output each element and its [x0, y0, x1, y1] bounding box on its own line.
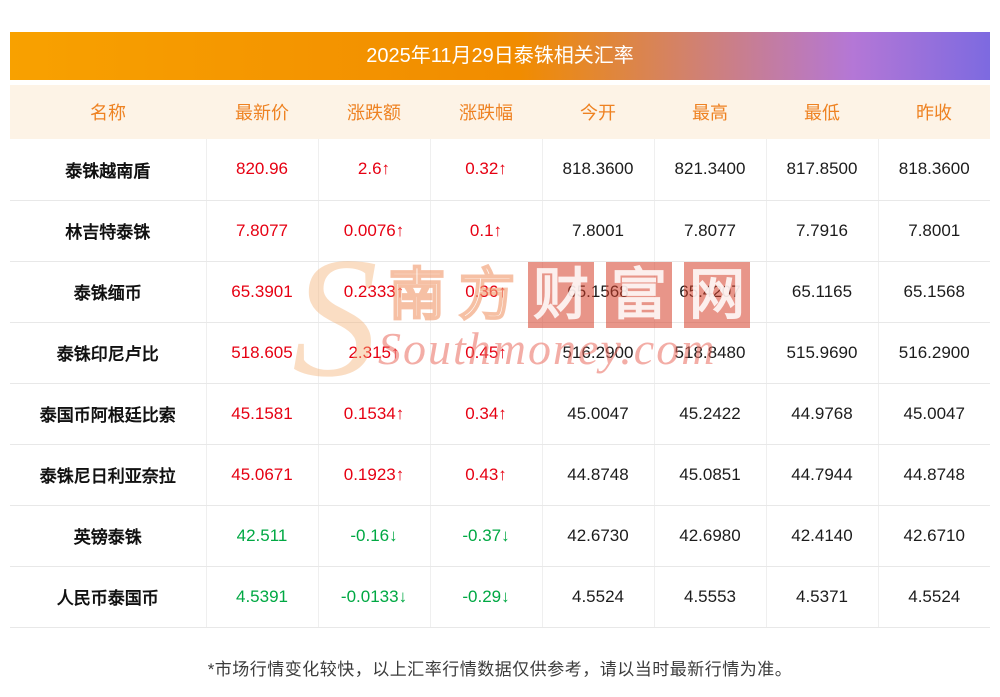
change-amount: -0.16↓: [318, 505, 431, 567]
currency-name: 英镑泰铢: [10, 505, 207, 567]
latest-price: 45.1581: [206, 383, 319, 445]
latest-price: 42.511: [206, 505, 319, 567]
low-price: 4.5371: [766, 566, 879, 628]
change-amount: 0.0076↑: [318, 200, 431, 262]
table-row: 泰国币阿根廷比索 45.1581 0.1534↑ 0.34↑ 45.0047 45.242…: [10, 383, 990, 445]
change-amount: 0.2333↑: [318, 261, 431, 323]
low-price: 817.8500: [766, 139, 879, 201]
page-title: 2025年11月29日泰铢相关汇率: [10, 32, 990, 80]
high-price: 4.5553: [654, 566, 767, 628]
prev-close: 44.8748: [878, 444, 990, 506]
table-row: 泰铢尼日利亚奈拉 45.0671 0.1923↑ 0.43↑ 44.8748 45.085…: [10, 444, 990, 506]
change-percent: 0.1↑: [430, 200, 543, 262]
open-price: 4.5524: [542, 566, 655, 628]
currency-name: 泰铢缅币: [10, 261, 207, 323]
change-percent: -0.37↓: [430, 505, 543, 567]
high-price: 45.0851: [654, 444, 767, 506]
high-price: 45.2422: [654, 383, 767, 445]
currency-name: 泰铢越南盾: [10, 139, 207, 201]
column-header: 名称: [10, 85, 206, 139]
open-price: 42.6730: [542, 505, 655, 567]
high-price: 7.8077: [654, 200, 767, 262]
currency-name: 泰铢尼日利亚奈拉: [10, 444, 207, 506]
table-body: 泰铢越南盾 820.96 2.6↑ 0.32↑ 818.3600 821.3400 817.…: [10, 139, 990, 628]
high-price: 821.3400: [654, 139, 767, 201]
low-price: 7.7916: [766, 200, 879, 262]
prev-close: 42.6710: [878, 505, 990, 567]
table-row: 林吉特泰铢 7.8077 0.0076↑ 0.1↑ 7.8001 7.8077 7.7916…: [10, 200, 990, 262]
open-price: 44.8748: [542, 444, 655, 506]
low-price: 65.1165: [766, 261, 879, 323]
high-price: 518.8480: [654, 322, 767, 384]
change-percent: 0.36↑: [430, 261, 543, 323]
latest-price: 65.3901: [206, 261, 319, 323]
exchange-rate-table: 名称 最新价 涨跌额 涨跌幅 今开 最高 最低 昨收 泰铢越南盾 820.96 2.6↑ 0.32↑…: [10, 85, 990, 628]
column-header: 涨跌额: [318, 85, 430, 139]
column-header: 涨跌幅: [430, 85, 542, 139]
change-percent: 0.34↑: [430, 383, 543, 445]
open-price: 516.2900: [542, 322, 655, 384]
low-price: 44.9768: [766, 383, 879, 445]
change-amount: -0.0133↓: [318, 566, 431, 628]
prev-close: 65.1568: [878, 261, 990, 323]
change-amount: 0.1534↑: [318, 383, 431, 445]
prev-close: 4.5524: [878, 566, 990, 628]
column-header: 最高: [654, 85, 766, 139]
change-percent: 0.45↑: [430, 322, 543, 384]
table-header-row: 名称 最新价 涨跌额 涨跌幅 今开 最高 最低 昨收: [10, 85, 990, 139]
disclaimer-note: *市场行情变化较快，以上汇率行情数据仅供参考，请以当时最新行情为准。: [207, 659, 793, 679]
column-header: 最新价: [206, 85, 318, 139]
exchange-rate-page: 2025年11月29日泰铢相关汇率 名称 最新价 涨跌额 涨跌幅 今开 最高 最低 昨收 泰铢…: [10, 0, 990, 680]
column-header: 昨收: [878, 85, 990, 139]
change-percent: -0.29↓: [430, 566, 543, 628]
change-amount: 2.315↑: [318, 322, 431, 384]
latest-price: 45.0671: [206, 444, 319, 506]
latest-price: 518.605: [206, 322, 319, 384]
low-price: 42.4140: [766, 505, 879, 567]
latest-price: 7.8077: [206, 200, 319, 262]
currency-name: 人民币泰国币: [10, 566, 207, 628]
open-price: 65.1568: [542, 261, 655, 323]
currency-name: 林吉特泰铢: [10, 200, 207, 262]
table-row: 泰铢印尼卢比 518.605 2.315↑ 0.45↑ 516.2900 518.8480…: [10, 322, 990, 384]
latest-price: 4.5391: [206, 566, 319, 628]
prev-close: 7.8001: [878, 200, 990, 262]
prev-close: 818.3600: [878, 139, 990, 201]
currency-name: 泰铢印尼卢比: [10, 322, 207, 384]
change-amount: 2.6↑: [318, 139, 431, 201]
column-header: 最低: [766, 85, 878, 139]
currency-name: 泰国币阿根廷比索: [10, 383, 207, 445]
change-percent: 0.43↑: [430, 444, 543, 506]
latest-price: 820.96: [206, 139, 319, 201]
change-percent: 0.32↑: [430, 139, 543, 201]
open-price: 7.8001: [542, 200, 655, 262]
open-price: 45.0047: [542, 383, 655, 445]
table-row: 英镑泰铢 42.511 -0.16↓ -0.37↓ 42.6730 42.6980 42.4…: [10, 505, 990, 567]
table-row: 泰铢越南盾 820.96 2.6↑ 0.32↑ 818.3600 821.3400 817.…: [10, 139, 990, 201]
column-header: 今开: [542, 85, 654, 139]
change-amount: 0.1923↑: [318, 444, 431, 506]
high-price: 65.4207: [654, 261, 767, 323]
table-row: 泰铢缅币 65.3901 0.2333↑ 0.36↑ 65.1568 65.4207 65.…: [10, 261, 990, 323]
table-row: 人民币泰国币 4.5391 -0.0133↓ -0.29↓ 4.5524 4.5553 4.…: [10, 566, 990, 628]
prev-close: 516.2900: [878, 322, 990, 384]
low-price: 44.7944: [766, 444, 879, 506]
low-price: 515.9690: [766, 322, 879, 384]
high-price: 42.6980: [654, 505, 767, 567]
open-price: 818.3600: [542, 139, 655, 201]
prev-close: 45.0047: [878, 383, 990, 445]
